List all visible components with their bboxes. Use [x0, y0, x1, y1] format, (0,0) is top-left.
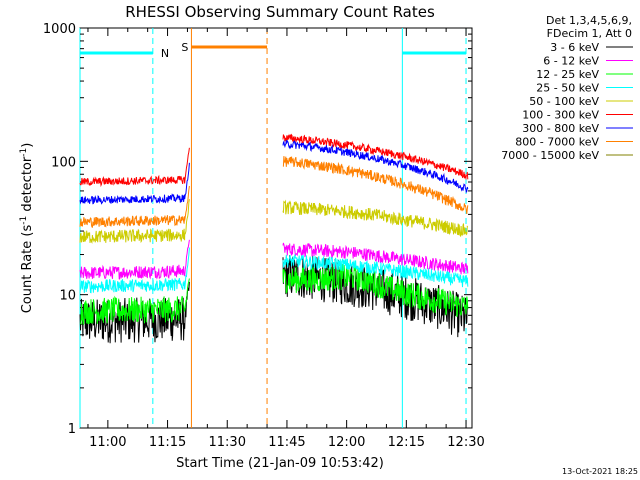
series-line: [79, 156, 469, 229]
x-tick-label: 11:00: [89, 435, 126, 450]
y-tick-label: 100: [51, 155, 76, 170]
x-tick-label: 11:30: [209, 435, 246, 450]
plot-frame: [79, 27, 473, 429]
flag-label: S: [181, 41, 188, 54]
x-axis-label: Start Time (21-Jan-09 10:53:42): [176, 456, 384, 471]
legend-entry-label: 800 - 7000 keV: [515, 136, 599, 149]
legend-entry-label: 3 - 6 keV: [550, 41, 599, 54]
series-layer: [79, 133, 469, 344]
series-line: [79, 239, 469, 280]
legend-entry-label: 6 - 12 keV: [543, 55, 599, 68]
y-tick-label: 1: [68, 422, 76, 437]
x-tick-label: 12:15: [388, 435, 425, 450]
series-line: [79, 199, 469, 244]
series-line: [79, 133, 469, 188]
legend-entry-label: 12 - 25 keV: [536, 68, 599, 81]
y-axis-label-sup2: -1: [19, 148, 29, 157]
x-tick-label: 12:30: [447, 435, 484, 450]
y-axis-label-main: Count Rate (s: [20, 225, 35, 314]
y-axis-label-sup1: -1: [19, 216, 29, 225]
legend-entry-label: 100 - 300 keV: [522, 109, 599, 122]
plot-area: [79, 28, 467, 428]
legend-header-line-2: FDecim 1, Att 0: [547, 27, 632, 40]
legend: Det 1,3,4,5,6,9, FDecim 1, Att 0 3 - 6 k…: [501, 14, 633, 162]
legend-entry-label: 7000 - 15000 keV: [501, 149, 599, 162]
y-axis: 1 10 100 1000: [43, 22, 472, 437]
y-tick-label: 1000: [43, 22, 76, 37]
legend-header-line-1: Det 1,3,4,5,6,9,: [546, 14, 632, 27]
series-line: [79, 247, 469, 294]
x-tick-label: 12:00: [328, 435, 365, 450]
chart-title: RHESSI Observing Summary Count Rates: [125, 3, 435, 21]
flag-label: N: [161, 47, 169, 60]
y-axis-label: Count Rate (s-1 detector-1): [19, 143, 35, 314]
legend-entry-label: 50 - 100 keV: [529, 95, 599, 108]
series-line: [79, 263, 469, 326]
y-axis-label-mid: detector: [20, 156, 35, 216]
legend-entry-label: 25 - 50 keV: [536, 82, 599, 95]
footer-timestamp: 13-Oct-2021 18:25: [562, 467, 638, 476]
x-tick-label: 11:15: [149, 435, 186, 450]
x-tick-label: 11:45: [268, 435, 305, 450]
legend-entry-label: 300 - 800 keV: [522, 122, 599, 135]
y-axis-label-end: ): [20, 143, 35, 148]
x-axis: 11:00 11:15 11:30 11:45 12:00 12:15 12:30: [87, 28, 485, 450]
y-tick-label: 10: [59, 289, 76, 304]
series-line: [79, 139, 469, 205]
